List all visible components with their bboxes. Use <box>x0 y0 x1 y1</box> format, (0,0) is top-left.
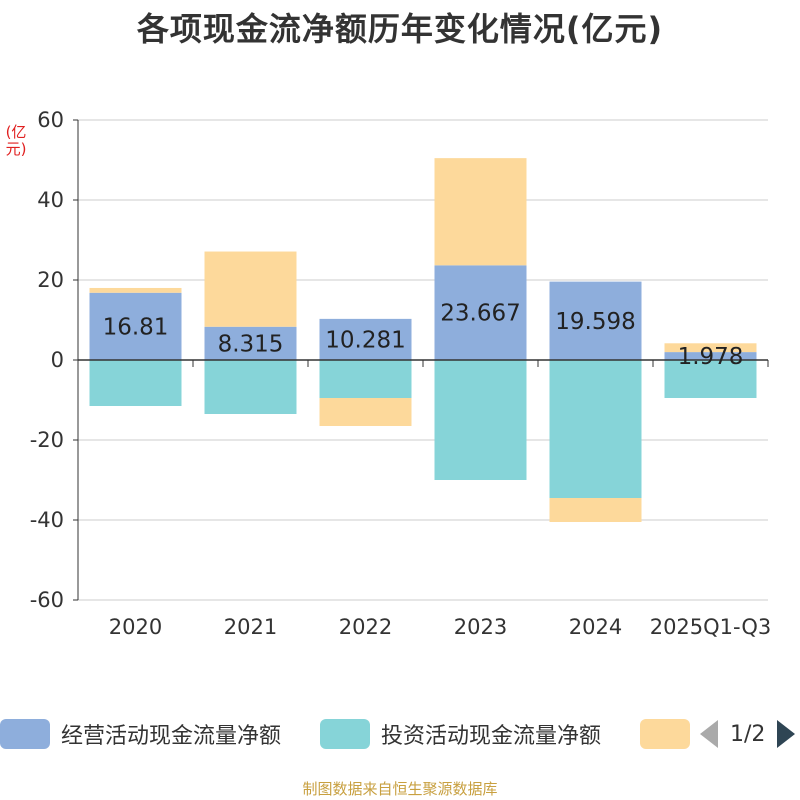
legend-item-financing[interactable] <box>640 716 701 752</box>
bar-series1-2025Q1-Q3 <box>664 360 757 398</box>
source-note: 制图数据来自恒生聚源数据库 <box>302 780 498 798</box>
y-axis-unit-label: (亿元) <box>5 123 27 158</box>
y-tick-label: -60 <box>30 588 64 612</box>
x-tick-label: 2022 <box>339 615 392 639</box>
legend-item-investing[interactable]: 投资活动现金流量净额 <box>320 716 601 752</box>
data-label-2020: 16.81 <box>103 314 169 340</box>
data-label-2025Q1-Q3: 1.978 <box>678 344 744 370</box>
data-label-2021: 8.315 <box>218 331 284 357</box>
y-tick-label: 60 <box>37 108 64 132</box>
data-label-2024: 19.598 <box>555 309 635 335</box>
bar-series0-2023 <box>434 265 527 360</box>
x-tick-label: 2023 <box>454 615 507 639</box>
bar-series0-2024 <box>549 281 642 360</box>
bar-series0-2021 <box>204 326 297 360</box>
bar-series2-2022 <box>319 398 412 426</box>
legend-pager: 1/2 <box>700 716 796 752</box>
bar-series0-2020 <box>89 292 182 360</box>
y-tick-label: 40 <box>37 188 64 212</box>
data-label-2022: 10.281 <box>325 327 405 353</box>
chart-title: 各项现金流净额历年变化情况(亿元) <box>136 10 664 48</box>
tick-labels: -60 -40 -20 0 20 40 60 2020 2021 2022 2023 2024 2025… <box>30 108 772 639</box>
bar-series1-2021 <box>204 360 297 414</box>
bar-series2-2025Q1-Q3 <box>664 343 757 353</box>
legend-swatch-operating <box>0 719 50 749</box>
x-tick-label: 2020 <box>109 615 162 639</box>
bar-series1-2022 <box>319 360 412 398</box>
bar-series1-2023 <box>434 360 527 480</box>
y-tick-label: -40 <box>30 508 64 532</box>
bar-series2-2024 <box>549 498 642 522</box>
legend-prev-icon[interactable] <box>700 720 718 748</box>
y-tick-label: 0 <box>51 348 64 372</box>
x-tick-label: 2021 <box>224 615 277 639</box>
bars <box>89 158 757 522</box>
x-tick-label: 2025Q1-Q3 <box>650 615 772 639</box>
bar-series2-2020 <box>89 287 182 293</box>
legend-page-indicator: 1/2 <box>730 721 766 747</box>
y-tick-label: 20 <box>37 268 64 292</box>
legend-swatch-investing <box>320 719 370 749</box>
gridlines <box>78 119 768 601</box>
bar-series2-2021 <box>204 251 297 327</box>
y-tick-label: -20 <box>30 428 64 452</box>
legend-item-operating[interactable]: 经营活动现金流量净额 <box>0 716 281 752</box>
axes <box>73 119 769 601</box>
legend-next-icon[interactable] <box>777 720 796 748</box>
data-label-2023: 23.667 <box>440 301 520 327</box>
bar-series0-2025Q1-Q3 <box>664 352 757 360</box>
bar-series1-2024 <box>549 360 642 498</box>
data-labels: 16.81 8.315 10.281 23.667 19.598 1.978 <box>103 301 744 370</box>
bar-series0-2022 <box>319 318 412 360</box>
x-tick-label: 2024 <box>569 615 622 639</box>
bar-series1-2020 <box>89 360 182 406</box>
chart-canvas: -60 -40 -20 0 20 40 60 2020 2021 2022 2023 2024 2025… <box>30 108 772 639</box>
legend-label-operating: 经营活动现金流量净额 <box>61 724 282 749</box>
bar-series2-2023 <box>434 158 527 266</box>
legend-swatch-financing <box>640 719 690 749</box>
legend-label-investing: 投资活动现金流量净额 <box>381 724 602 749</box>
